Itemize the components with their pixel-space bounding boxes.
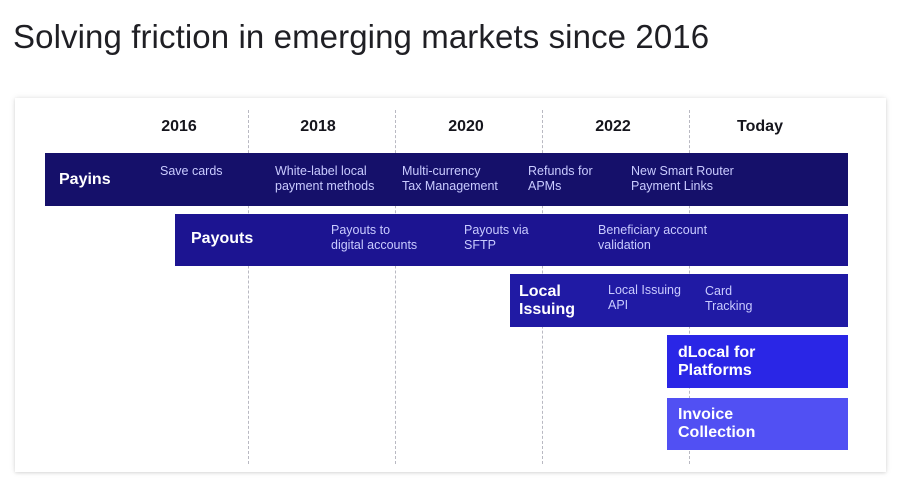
year-label-2020: 2020 (448, 118, 484, 135)
platforms-label: dLocal for Platforms (678, 344, 756, 379)
payins-feature-smart-router: New Smart Router Payment Links (631, 164, 734, 193)
payouts-bar: Payouts Payouts to digital accounts Payo… (175, 214, 848, 266)
grid-line-2020 (395, 110, 396, 464)
payins-feature-save-cards: Save cards (160, 164, 223, 178)
platforms-bar: dLocal for Platforms (667, 335, 848, 388)
payins-bar: Payins Save cards White-label local paym… (45, 153, 848, 206)
invoice-collection-label: Invoice Collection (678, 406, 756, 441)
payouts-feature-sftp: Payouts via SFTP (464, 223, 529, 252)
local-issuing-bar: Local Issuing Local Issuing API Card Tra… (510, 274, 848, 327)
payins-feature-multi-currency: Multi-currency Tax Management (402, 164, 498, 193)
payins-feature-white-label: White-label local payment methods (275, 164, 375, 193)
local-issuing-feature-card-tracking: Card Tracking (705, 284, 753, 313)
grid-line-2018 (248, 110, 249, 464)
payouts-feature-digital-accounts: Payouts to digital accounts (331, 223, 418, 252)
year-label-today: Today (737, 118, 783, 135)
page-title: Solving friction in emerging markets sin… (13, 18, 710, 55)
year-label-2016: 2016 (161, 118, 197, 135)
year-label-2018: 2018 (300, 118, 336, 135)
payouts-label: Payouts (191, 230, 254, 247)
local-issuing-feature-api: Local Issuing API (608, 283, 681, 312)
local-issuing-label: Local Issuing (519, 283, 576, 318)
payouts-feature-beneficiary: Beneficiary account validation (598, 223, 708, 252)
payins-feature-refunds: Refunds for APMs (528, 164, 593, 193)
year-label-2022: 2022 (595, 118, 631, 135)
invoice-collection-bar: Invoice Collection (667, 398, 848, 450)
payins-label: Payins (59, 171, 111, 188)
